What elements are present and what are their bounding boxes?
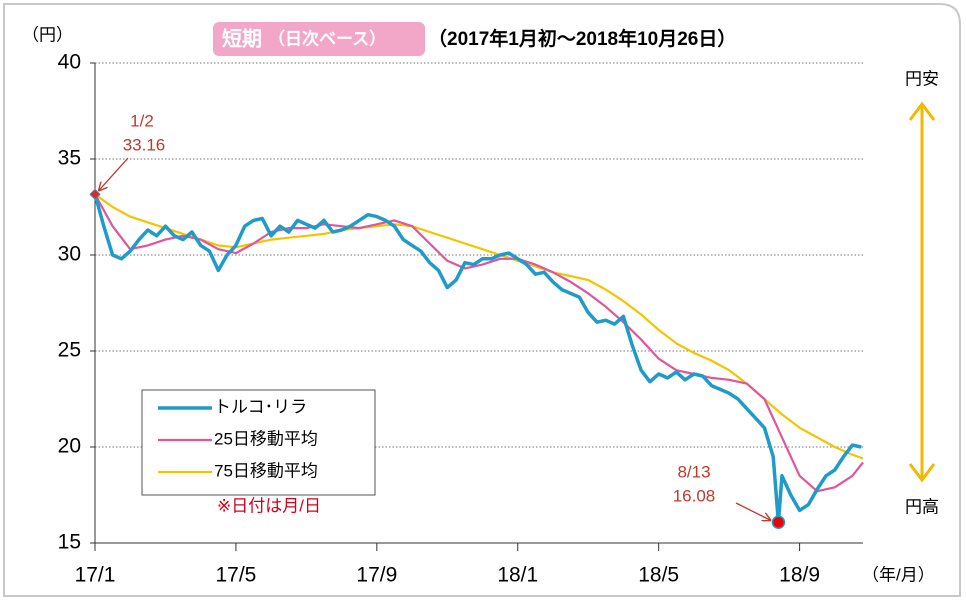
y-tick-label: 35 [58, 147, 81, 170]
legend-label: 25日移動平均 [214, 429, 318, 448]
x-tick-label: 18/1 [497, 564, 538, 587]
x-tick-label: 17/5 [215, 564, 256, 587]
chart-subtitle: （日次ベース） [268, 28, 386, 48]
annotation-date: 1/2 [130, 111, 154, 130]
yen-arrow [908, 101, 936, 483]
annotation-value: 33.16 [123, 135, 166, 154]
legend-label: トルコ･リラ [214, 397, 307, 416]
title-box [213, 22, 425, 56]
annotation-point [89, 188, 101, 201]
x-tick-label: 18/5 [638, 564, 679, 587]
y-tick-label: 40 [58, 51, 81, 74]
note: ※日付は月/日 [217, 496, 321, 515]
y-tick-label: 15 [58, 531, 81, 554]
line [94, 193, 864, 493]
annotation-point [771, 515, 786, 530]
annotation-arrow [99, 157, 129, 190]
x-tick-label: 17/1 [75, 564, 116, 587]
legend-label: 75日移動平均 [214, 461, 318, 480]
x-tick-label: 17/9 [356, 564, 397, 587]
upper-label: 円安 [905, 69, 939, 88]
y-tick-label: 30 [58, 243, 81, 266]
chart-title: 短期 [222, 26, 262, 50]
y-unit: （円） [22, 25, 73, 44]
annotation-date: 8/13 [677, 462, 710, 481]
x-unit: （年/月） [862, 565, 935, 584]
x-tick-label: 18/9 [779, 564, 820, 587]
y-tick-label: 20 [58, 435, 81, 458]
line [94, 193, 864, 460]
period: （2017年1月初～2018年10月26日） [428, 27, 736, 50]
y-tick-label: 25 [58, 339, 81, 362]
frame [3, 3, 961, 597]
annotation-value: 16.08 [673, 486, 716, 505]
annotation-arrow [735, 502, 770, 520]
line [93, 193, 862, 525]
lower-label: 円高 [905, 497, 939, 516]
